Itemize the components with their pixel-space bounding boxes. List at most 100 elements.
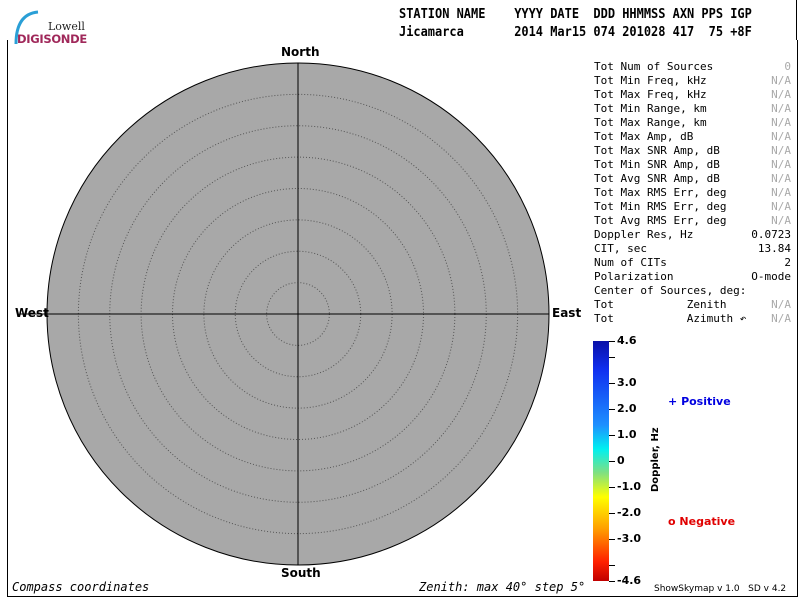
stat-value: N/A	[771, 116, 791, 129]
legend-positive: + Positive	[668, 395, 731, 408]
colorbar-tick	[609, 513, 615, 515]
stat-row: Tot Max Freq, kHz N/A	[594, 88, 791, 102]
stat-label: Doppler Res, Hz	[594, 228, 694, 241]
stat-value: N/A	[771, 144, 791, 157]
stat-label: Tot Num of Sources	[594, 60, 714, 73]
stat-label: Tot Azimuth ↶	[594, 312, 747, 325]
stat-row: Tot Min SNR Amp, dB N/A	[594, 158, 791, 172]
stat-row: Tot Max Range, km N/A	[594, 116, 791, 130]
stat-row: Tot Min Freq, kHz N/A	[594, 74, 791, 88]
stat-value: N/A	[771, 298, 791, 311]
stat-row: Tot Min Range, km N/A	[594, 102, 791, 116]
header-labels: STATION NAME YYYY DATE DDD HHMMSS AXN PP…	[399, 7, 752, 22]
legend-positive-label: Positive	[681, 395, 731, 408]
logo-digisonde: DIGISONDE	[17, 32, 87, 46]
stat-row: Tot Max RMS Err, deg N/A	[594, 186, 791, 200]
stat-value: N/A	[771, 130, 791, 143]
stat-value: 13.84	[757, 242, 791, 255]
colorbar-tick-label: 1.0	[617, 427, 637, 441]
header-values: Jicamarca 2014 Mar15 074 201028 417 75 +…	[399, 25, 752, 40]
stat-row: Num of CITs 2	[594, 256, 791, 270]
stat-value: N/A	[771, 158, 791, 171]
stat-row: Polarization O-mode	[594, 270, 791, 284]
colorbar-minor-tick	[609, 565, 615, 567]
stat-value: N/A	[771, 186, 791, 199]
stat-row: Tot Azimuth ↶ N/A	[594, 312, 791, 326]
colorbar-title: Doppler, Hz	[650, 427, 661, 492]
label-north: North	[281, 45, 320, 59]
stat-label: Tot Max SNR Amp, dB	[594, 144, 720, 157]
stat-value: N/A	[771, 102, 791, 115]
stat-label: Tot Avg SNR Amp, dB	[594, 172, 720, 185]
stat-label: Num of CITs	[594, 256, 667, 269]
stat-row: Center of Sources, deg:	[594, 284, 791, 298]
colorbar-tick-label: -4.6	[617, 574, 642, 587]
stat-label: Tot Max Amp, dB	[594, 130, 694, 143]
stat-label: Tot Zenith	[594, 298, 727, 311]
colorbar-tick	[609, 382, 615, 384]
colorbar-tick	[609, 487, 615, 489]
doppler-colorbar	[593, 341, 609, 581]
stat-row: CIT, sec 13.84	[594, 242, 791, 256]
stat-row: Tot Max SNR Amp, dB N/A	[594, 144, 791, 158]
plot-frame	[7, 40, 798, 597]
colorbar-tick	[609, 461, 615, 462]
colorbar-tick	[609, 341, 615, 342]
footer-zenith: Zenith: max 40° step 5°	[419, 580, 586, 594]
colorbar-tick	[609, 408, 615, 410]
stat-row: Tot Avg RMS Err, deg N/A	[594, 214, 791, 228]
stat-row: Doppler Res, Hz 0.0723	[594, 228, 791, 242]
colorbar-tick-label: 0	[617, 454, 625, 467]
digisonde-logo-arc-icon	[14, 10, 39, 45]
stat-row: Tot Min RMS Err, deg N/A	[594, 200, 791, 214]
footer-version: ShowSkymap v 1.0 SD v 4.2	[654, 584, 787, 594]
stat-row: Tot Zenith N/A	[594, 298, 791, 312]
frame-edge	[796, 0, 797, 40]
colorbar-tick	[609, 434, 615, 436]
stat-label: Tot Avg RMS Err, deg	[594, 214, 727, 227]
label-east: East	[552, 306, 582, 320]
colorbar-tick-label: 4.6	[617, 334, 637, 347]
circle-icon: o	[668, 515, 676, 528]
colorbar-tick	[609, 539, 615, 541]
stat-value: N/A	[771, 214, 791, 227]
stat-label: Tot Min Range, km	[594, 102, 707, 115]
legend-negative-label: Negative	[679, 515, 736, 528]
stat-label: Tot Max Range, km	[594, 116, 707, 129]
stat-row: Tot Num of Sources 0	[594, 60, 791, 74]
colorbar-tick-label: -2.0	[617, 506, 642, 520]
stat-label: CIT, sec	[594, 242, 647, 255]
stat-value: 0	[784, 60, 791, 73]
colorbar-tick-label: -3.0	[617, 532, 642, 546]
label-west: West	[15, 306, 49, 320]
stat-value: N/A	[771, 74, 791, 87]
plus-icon: +	[668, 395, 678, 408]
stat-label: Tot Max Freq, kHz	[594, 88, 707, 101]
stat-label: Tot Min RMS Err, deg	[594, 200, 727, 213]
label-south: South	[281, 566, 321, 580]
compass-plot	[20, 62, 550, 566]
colorbar-minor-tick	[609, 356, 615, 358]
stat-value: N/A	[771, 172, 791, 185]
colorbar-tick-label: -1.0	[617, 480, 642, 494]
colorbar-tick-label: 2.0	[617, 401, 637, 415]
stat-label: Center of Sources, deg:	[594, 284, 747, 297]
stat-value: 2	[784, 256, 791, 269]
stat-label: Tot Min SNR Amp, dB	[594, 158, 720, 171]
footer-coordinates: Compass coordinates	[12, 580, 150, 594]
legend-negative: o Negative	[668, 515, 735, 528]
stat-value: O-mode	[751, 270, 791, 283]
colorbar-tick-label: 3.0	[617, 375, 637, 389]
logo-lowell: Lowell	[48, 20, 85, 33]
colorbar-tick	[609, 581, 615, 582]
statistics-panel: Tot Num of Sources 0 Tot Min Freq, kHz N/A T…	[594, 60, 791, 326]
stat-value: N/A	[771, 88, 791, 101]
stat-value: 0.0723	[751, 228, 791, 241]
stat-row: Tot Max Amp, dB N/A	[594, 130, 791, 144]
stat-label: Tot Max RMS Err, deg	[594, 186, 727, 199]
stat-value: N/A	[771, 200, 791, 213]
stat-label: Tot Min Freq, kHz	[594, 74, 707, 87]
stat-row: Tot Avg SNR Amp, dB N/A	[594, 172, 791, 186]
stat-value: N/A	[771, 312, 791, 325]
